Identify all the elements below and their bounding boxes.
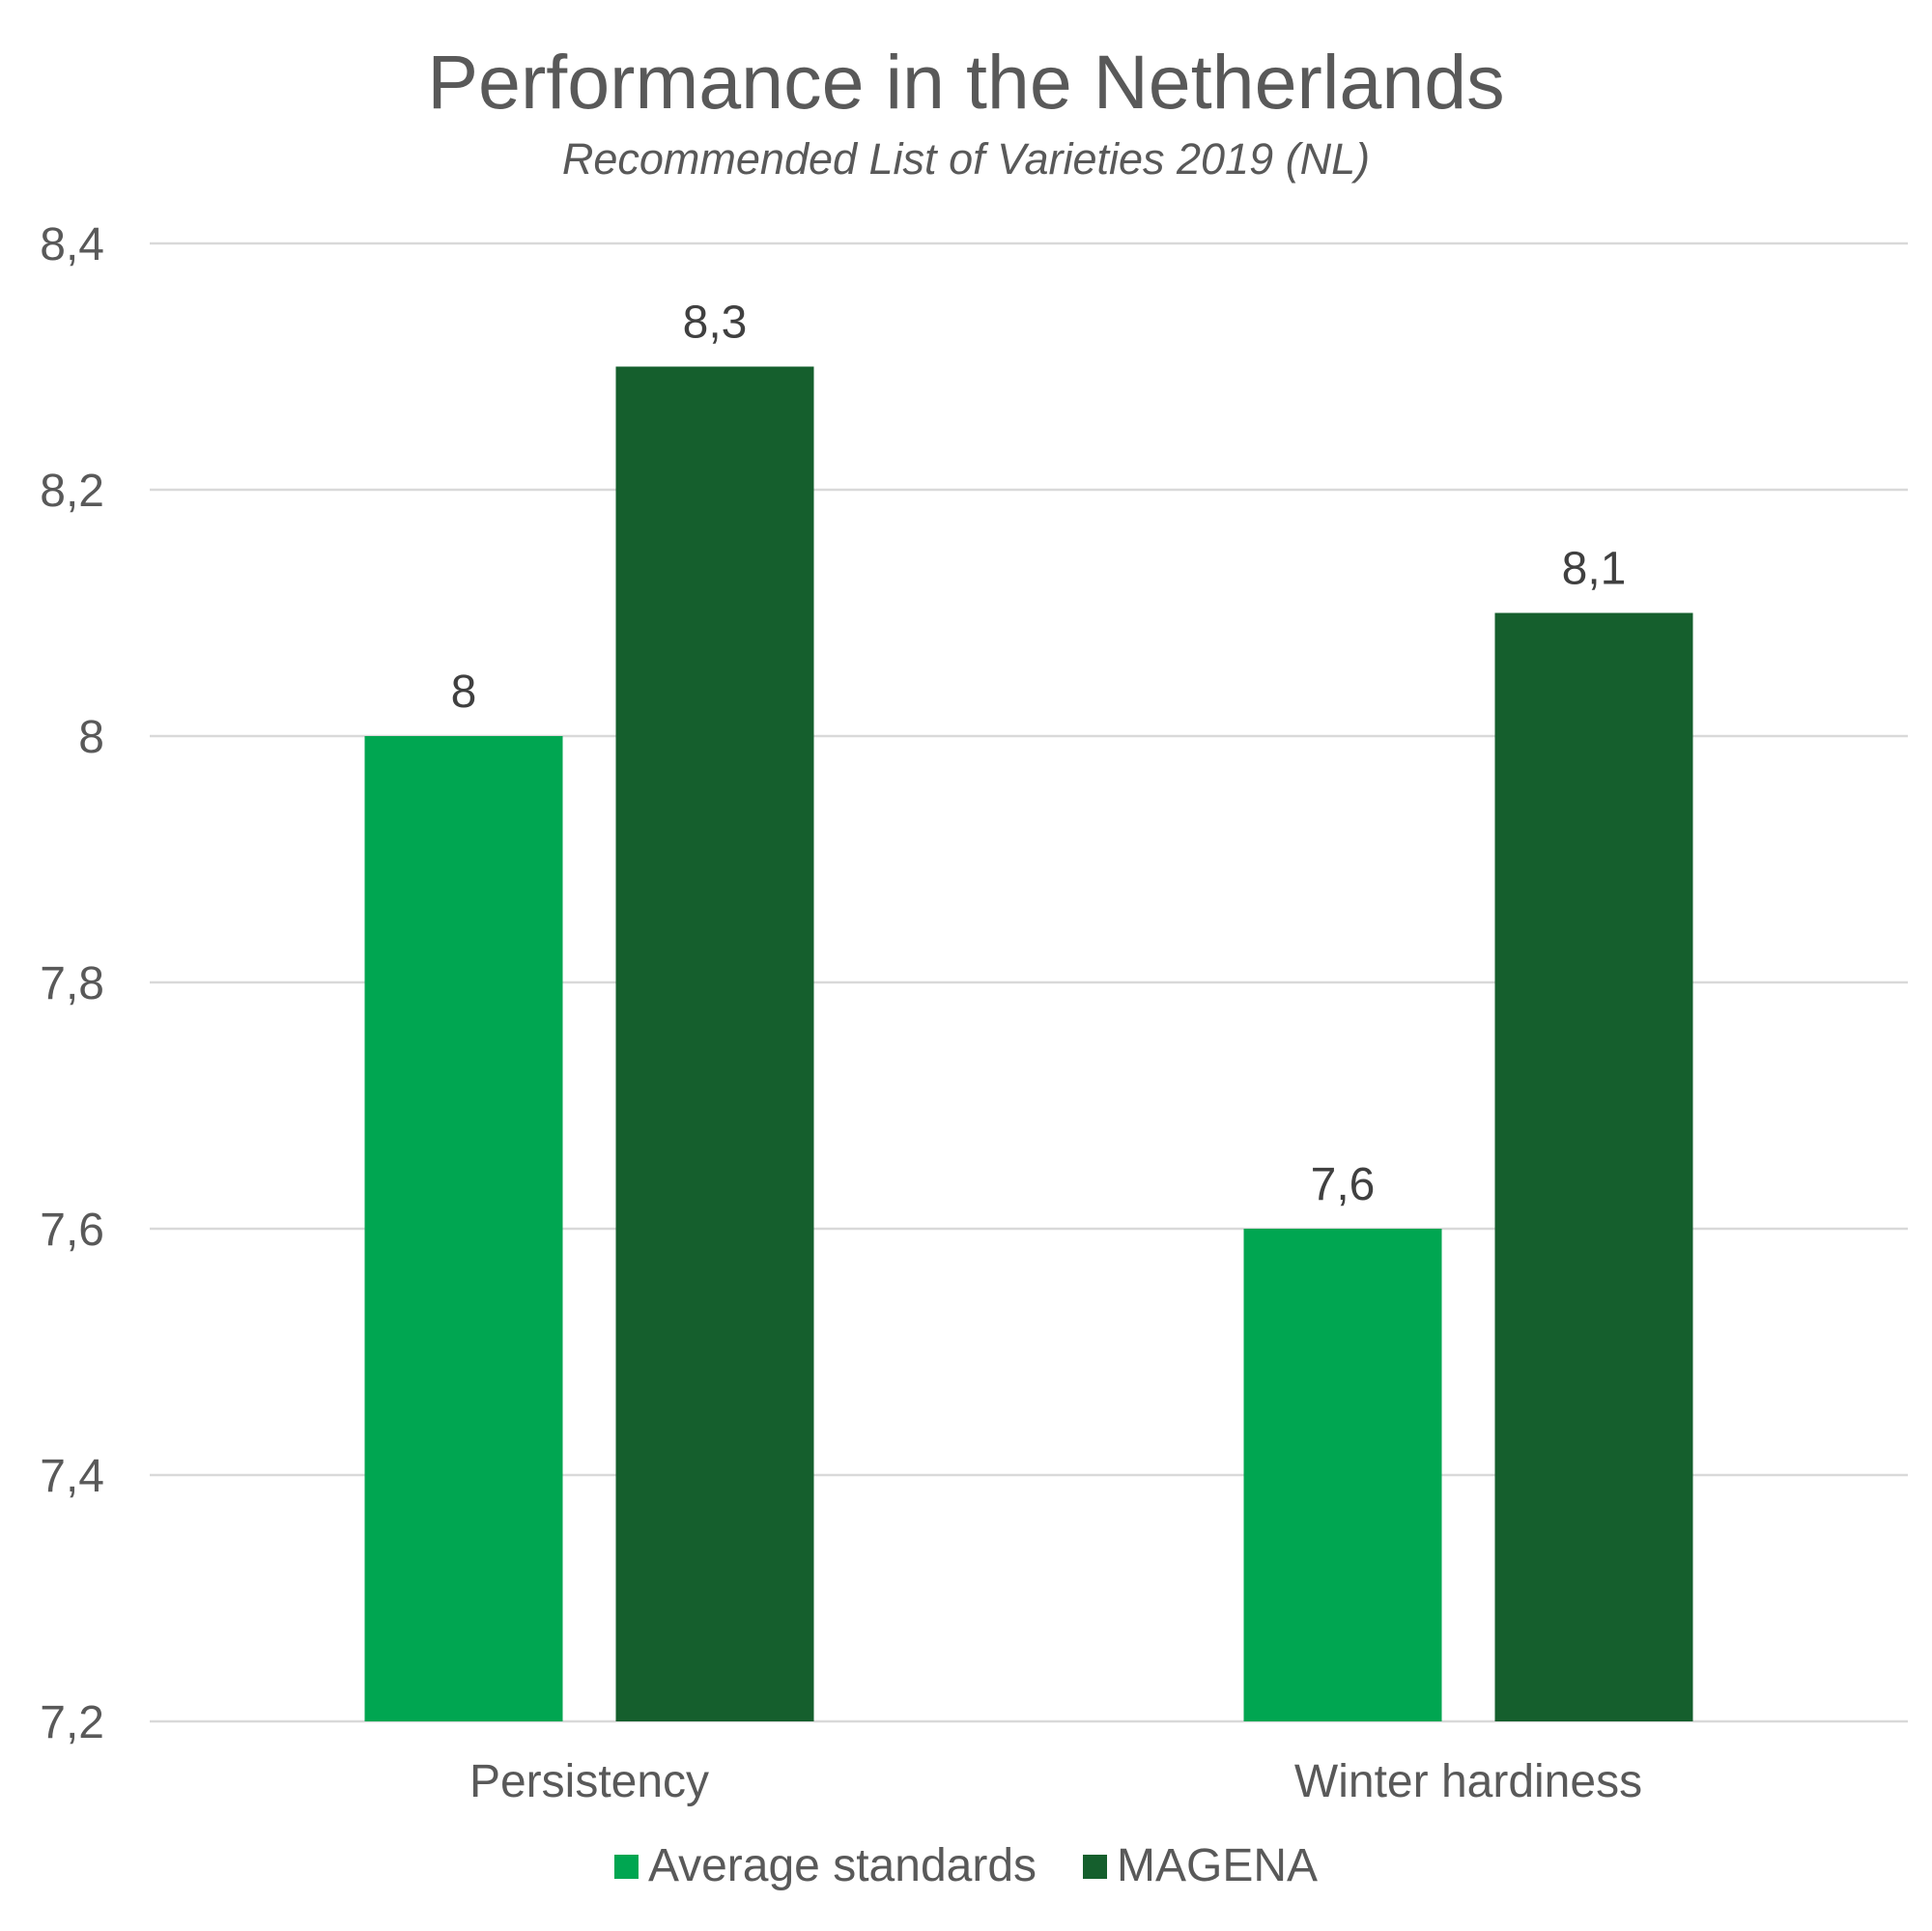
data-label: 8,1 (1562, 544, 1627, 595)
category-label: Winter hardiness (1294, 1756, 1642, 1807)
legend-label: MAGENA (1117, 1840, 1318, 1891)
y-tick-label: 7,8 (40, 958, 104, 1009)
y-tick-label: 7,2 (40, 1697, 104, 1748)
data-label: 8,3 (683, 298, 748, 349)
legend-label: Average standards (648, 1840, 1037, 1891)
y-tick-label: 8 (78, 712, 104, 763)
bar-magena-persistency (615, 366, 814, 1721)
legend: Average standards MAGENA (613, 1840, 1318, 1891)
chart-subtitle: Recommended List of Varieties 2019 (NL) (562, 134, 1370, 184)
legend-swatch (613, 1855, 639, 1879)
y-axis-tick-labels: 7,2 7,4 7,6 7,8 8 8,2 8,4 (40, 219, 104, 1748)
y-tick-label: 8,4 (40, 219, 104, 270)
data-labels: 8 8,3 7,6 8,1 (451, 298, 1627, 1211)
bar-average-standards-persistency (364, 736, 563, 1721)
y-tick-label: 8,2 (40, 466, 104, 517)
data-label: 7,6 (1311, 1159, 1376, 1210)
bar-magena-winter-hardiness (1494, 612, 1693, 1721)
bar-average-standards-winter-hardiness (1243, 1229, 1442, 1721)
data-label: 8 (451, 667, 477, 718)
legend-item: MAGENA (1083, 1840, 1318, 1891)
legend-swatch (1083, 1855, 1108, 1879)
bars (364, 366, 1693, 1721)
chart-title: Performance in the Netherlands (427, 39, 1504, 125)
x-axis-category-labels: Persistency Winter hardiness (469, 1756, 1642, 1807)
y-tick-label: 7,4 (40, 1451, 104, 1502)
y-tick-label: 7,6 (40, 1205, 104, 1256)
legend-item: Average standards (613, 1840, 1037, 1891)
category-label: Persistency (469, 1756, 709, 1807)
